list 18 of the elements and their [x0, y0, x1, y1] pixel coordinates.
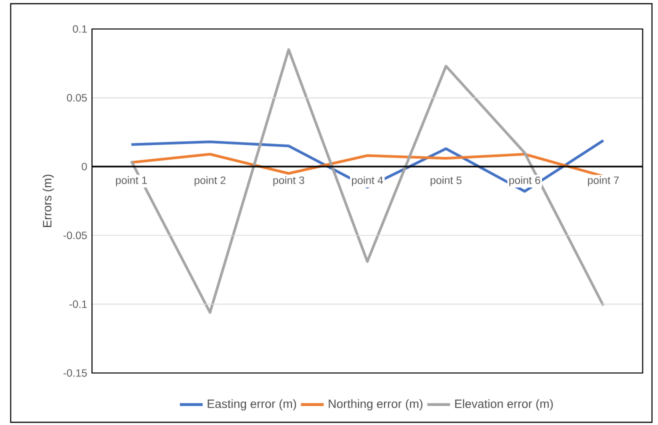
x-tick-label: point 2: [194, 176, 226, 186]
y-tick-label: 0: [82, 162, 87, 170]
x-tick-label: point 4: [352, 176, 384, 186]
line-series: [130, 152, 605, 178]
x-tick-label: point 1: [116, 176, 147, 186]
y-tick-label: -0.05: [63, 232, 87, 240]
legend-label: Elevation error (m): [455, 399, 553, 410]
x-tick-label: point 6: [509, 176, 540, 186]
legend-label: Northing error (m): [328, 399, 422, 410]
x-tick-label: point 3: [273, 176, 304, 186]
y-tick-label: 0.1: [72, 25, 87, 33]
y-tick-label: -0.1: [69, 300, 87, 308]
x-tick-label: point 7: [588, 176, 619, 186]
legend-label: Easting error (m): [208, 399, 296, 410]
y-axis-title: Errors (m): [42, 174, 54, 228]
y-tick-label: 0.05: [66, 94, 87, 102]
x-tick-label: point 5: [430, 176, 462, 186]
y-tick-label: -0.15: [63, 369, 87, 377]
